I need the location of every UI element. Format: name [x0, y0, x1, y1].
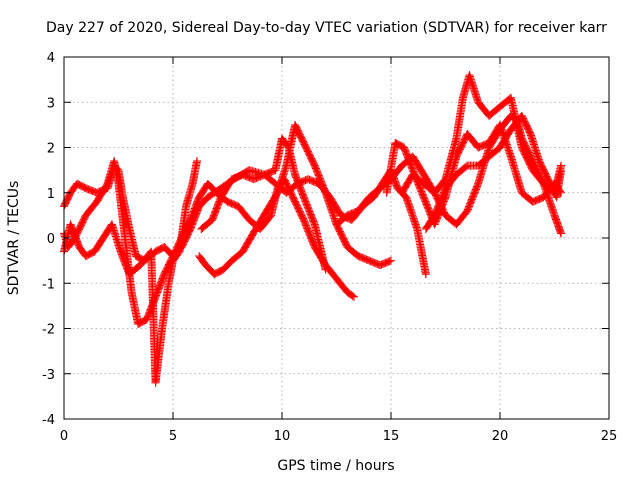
data-point: [321, 265, 330, 274]
data-series: [60, 71, 566, 387]
series-track-e: [197, 166, 430, 279]
data-point: [387, 256, 395, 265]
x-tick-label: 20: [492, 429, 509, 444]
x-tick-label: 0: [60, 429, 68, 444]
y-tick-label: -2: [42, 323, 55, 338]
y-tick-label: -3: [42, 368, 55, 383]
x-tick-label: 10: [274, 429, 291, 444]
y-tick-label: -4: [42, 413, 55, 428]
y-tick-label: 2: [47, 142, 55, 157]
y-tick-label: 0: [47, 232, 55, 247]
y-axis-label: SDTVAR / TECUs: [6, 181, 22, 296]
data-point: [557, 229, 566, 238]
data-point: [421, 270, 430, 279]
y-tick-label: 1: [47, 187, 55, 202]
x-axis-label: GPS time / hours: [277, 458, 394, 474]
data-marker: [385, 257, 394, 266]
y-tick-label: 4: [47, 51, 55, 66]
data-marker: [348, 291, 357, 300]
x-tick-label: 25: [601, 429, 618, 444]
series-track-c: [60, 157, 201, 387]
x-tick-label: 15: [383, 429, 400, 444]
data-point: [557, 166, 566, 175]
axis-ticks: 0 5 10 15 20 25 -4 -3 -2 -1 0 1 2 3 4: [42, 51, 617, 444]
data-marker: [270, 166, 279, 175]
y-tick-label: -1: [42, 277, 55, 292]
series-track-h: [397, 111, 566, 229]
data-point: [349, 292, 358, 301]
x-tick-label: 5: [169, 429, 177, 444]
data-point: [192, 157, 201, 166]
chart-title: Day 227 of 2020, Sidereal Day-to-day VTE…: [46, 20, 607, 36]
series-track-i: [421, 111, 566, 233]
y-tick-label: 3: [47, 96, 55, 111]
